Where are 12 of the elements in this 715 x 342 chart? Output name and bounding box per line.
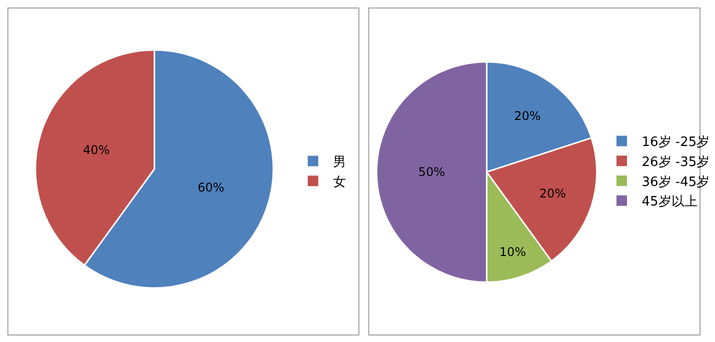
legend-label: 女 (333, 174, 346, 190)
legend-label: 16岁 -25岁 (642, 135, 710, 150)
legend-label: 45岁以上 (642, 194, 698, 210)
data-label: 50% (418, 165, 445, 179)
data-label: 10% (499, 245, 526, 260)
data-label: 20% (539, 186, 566, 200)
data-label: 20% (514, 108, 541, 123)
legend-label: 36岁 -45岁 (642, 174, 710, 190)
legend-label: 男 (333, 155, 346, 170)
data-label: 40% (83, 143, 110, 158)
legend-label: 26岁 -35岁 (642, 154, 710, 170)
data-label: 60% (198, 180, 224, 194)
